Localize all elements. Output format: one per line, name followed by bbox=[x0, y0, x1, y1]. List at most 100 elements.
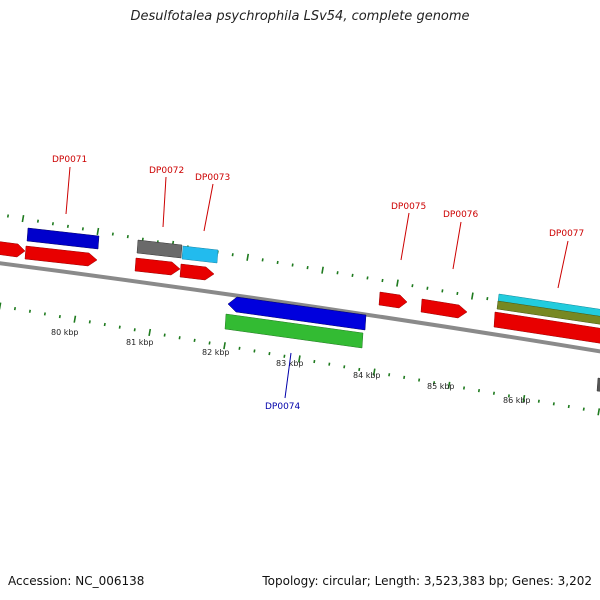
feature-cyan-DP0077[interactable] bbox=[497, 293, 600, 318]
minor-tick bbox=[366, 276, 369, 280]
minor-tick bbox=[351, 273, 354, 277]
cds-arrow[interactable] bbox=[0, 241, 26, 258]
minor-tick bbox=[306, 266, 309, 270]
minor-tick bbox=[111, 232, 114, 236]
minor-tick bbox=[477, 389, 481, 393]
minor-tick bbox=[358, 367, 361, 372]
cds-arrow-DP0071[interactable] bbox=[24, 245, 98, 267]
minor-tick bbox=[268, 351, 271, 356]
minor-tick bbox=[36, 219, 40, 223]
cds-arrow-DP0073[interactable] bbox=[179, 263, 215, 281]
genome-backbone bbox=[0, 261, 600, 354]
minor-tick bbox=[418, 378, 421, 382]
major-tick bbox=[96, 227, 100, 236]
topology-label: Topology: circular; Length: 3,523,383 bp… bbox=[262, 574, 592, 588]
minor-tick bbox=[28, 309, 31, 313]
leader-line-DP0072 bbox=[162, 176, 167, 228]
minor-tick bbox=[441, 289, 444, 293]
minor-tick bbox=[582, 407, 585, 411]
minor-tick bbox=[6, 214, 10, 218]
scale-labels: 80 kbp 81 kbp 82 kbp 83 kbp 84 kbp 85 kb… bbox=[51, 328, 531, 405]
minor-tick bbox=[58, 314, 61, 319]
major-tick bbox=[148, 328, 152, 337]
minor-tick bbox=[276, 260, 279, 265]
major-tick bbox=[246, 253, 250, 261]
cds-arrow-DP0072[interactable] bbox=[134, 257, 181, 276]
inner-tick-row bbox=[0, 302, 600, 416]
minor-tick bbox=[403, 375, 406, 380]
cds-arrow-DP0075[interactable] bbox=[378, 291, 408, 309]
scale-label: 81 kbp bbox=[126, 338, 154, 347]
cds-arrow-DP0074[interactable] bbox=[227, 296, 367, 331]
minor-tick bbox=[283, 354, 286, 358]
minor-tick bbox=[81, 227, 84, 231]
scale-label: 80 kbp bbox=[51, 328, 79, 337]
minor-tick bbox=[328, 362, 331, 366]
leader-line-DP0073 bbox=[203, 183, 214, 232]
minor-tick bbox=[178, 336, 181, 340]
major-tick bbox=[597, 408, 600, 416]
minor-tick bbox=[411, 284, 414, 288]
cds-arrow-DP0077[interactable] bbox=[493, 311, 600, 344]
gene-label-DP0075[interactable]: DP0075 bbox=[391, 202, 426, 212]
minor-tick bbox=[238, 346, 241, 350]
accession-label: Accession: NC_006138 bbox=[8, 574, 145, 588]
major-tick bbox=[0, 302, 2, 310]
scale-label: 84 kbp bbox=[353, 371, 381, 380]
minor-tick bbox=[388, 373, 391, 377]
minor-tick bbox=[88, 320, 91, 324]
minor-tick bbox=[433, 381, 436, 385]
leader-line-DP0075 bbox=[400, 212, 410, 261]
major-tick bbox=[372, 368, 376, 376]
gene-label-leaders bbox=[65, 166, 569, 399]
gene-label-DP0071[interactable]: DP0071 bbox=[52, 155, 87, 165]
feature-track bbox=[0, 227, 600, 392]
major-tick bbox=[73, 315, 77, 323]
feature-green-DP0074[interactable] bbox=[224, 313, 364, 349]
leader-line-DP0074 bbox=[284, 352, 292, 399]
minor-tick bbox=[118, 325, 121, 329]
major-tick bbox=[522, 394, 526, 403]
gene-label-DP0072[interactable]: DP0072 bbox=[149, 166, 184, 176]
major-tick bbox=[21, 214, 25, 223]
minor-tick bbox=[567, 404, 570, 409]
minor-tick bbox=[381, 278, 384, 283]
feature-gray-edge[interactable] bbox=[596, 377, 600, 392]
feature-olive-DP0077[interactable] bbox=[496, 300, 600, 325]
minor-tick bbox=[552, 402, 555, 406]
minor-tick bbox=[462, 386, 466, 390]
minor-tick bbox=[486, 296, 489, 301]
major-tick bbox=[223, 342, 226, 350]
minor-tick bbox=[66, 224, 69, 228]
minor-tick bbox=[51, 222, 54, 226]
minor-tick bbox=[253, 349, 256, 353]
gene-label-DP0076[interactable]: DP0076 bbox=[443, 210, 479, 220]
leader-line-DP0071 bbox=[65, 166, 71, 215]
cds-arrow-DP0076[interactable] bbox=[420, 298, 468, 319]
minor-tick bbox=[456, 291, 459, 296]
major-tick bbox=[470, 292, 474, 300]
gene-label-DP0077[interactable]: DP0077 bbox=[549, 229, 584, 239]
feature-blue-DP0071[interactable] bbox=[26, 227, 100, 250]
genome-title: Desulfotalea psychrophila LSv54, complet… bbox=[130, 9, 470, 24]
minor-tick bbox=[43, 312, 46, 316]
minor-tick bbox=[426, 286, 429, 290]
minor-tick bbox=[261, 258, 264, 262]
minor-tick bbox=[163, 333, 166, 337]
feature-cyan-DP0073[interactable] bbox=[181, 245, 219, 264]
minor-tick bbox=[126, 235, 129, 239]
gene-label-DP0074[interactable]: DP0074 bbox=[265, 402, 301, 412]
major-tick bbox=[396, 279, 399, 287]
gene-label-DP0073[interactable]: DP0073 bbox=[195, 173, 230, 183]
minor-tick bbox=[133, 328, 136, 332]
minor-tick bbox=[492, 391, 495, 395]
leader-line-DP0077 bbox=[557, 240, 569, 289]
minor-tick bbox=[231, 253, 234, 257]
minor-tick bbox=[507, 394, 510, 398]
minor-tick bbox=[291, 263, 294, 267]
minor-tick bbox=[313, 359, 316, 364]
scale-label: 86 kbp bbox=[503, 396, 531, 405]
feature-gray-DP0072[interactable] bbox=[136, 239, 183, 259]
